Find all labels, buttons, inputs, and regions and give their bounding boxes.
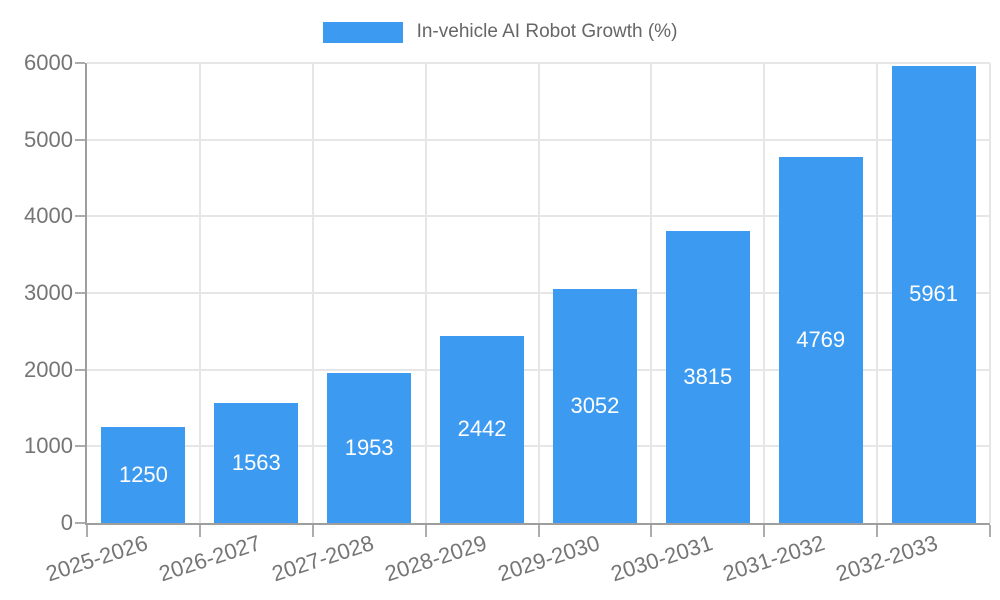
- bar-value-label: 1250: [118, 462, 168, 488]
- y-axis-tick: [75, 138, 85, 141]
- x-axis-tick: [86, 525, 88, 537]
- bar[interactable]: 3815: [665, 230, 750, 523]
- x-axis-tick-label: 2032-2033: [833, 530, 941, 587]
- x-axis-tick: [876, 525, 879, 537]
- y-axis-tick: [75, 292, 85, 294]
- y-axis-tick: [75, 62, 85, 64]
- x-axis-tick-label: 2025-2026: [43, 530, 151, 587]
- x-axis-tick-label: 2026-2027: [155, 530, 264, 587]
- x-axis-tick: [424, 525, 427, 537]
- x-axis-line: [85, 523, 990, 525]
- y-axis-tick-label: 5000: [24, 126, 73, 152]
- y-axis-tick-label: 3000: [24, 280, 73, 305]
- y-axis-tick-label: 6000: [24, 50, 73, 75]
- x-axis-tick: [763, 525, 766, 537]
- x-axis-tick: [650, 525, 653, 537]
- x-axis-tick: [311, 525, 314, 537]
- y-axis-tick-label: 4000: [24, 203, 73, 229]
- legend-label: In-vehicle AI Robot Growth (%): [416, 21, 678, 42]
- bar-value-label: 4769: [796, 327, 846, 353]
- y-axis-tick: [75, 368, 85, 371]
- bar[interactable]: 2442: [440, 335, 525, 523]
- gridline-vertical: [198, 63, 201, 523]
- gridline-vertical: [763, 63, 766, 523]
- bar-value-label: 5961: [909, 281, 959, 307]
- bar-value-label: 1563: [231, 450, 281, 476]
- bar-value-label: 3815: [683, 363, 733, 389]
- x-axis-tick: [537, 525, 540, 537]
- y-axis-line: [85, 63, 87, 525]
- bar[interactable]: 4769: [778, 157, 863, 523]
- gridline-vertical: [424, 63, 427, 523]
- x-axis-tick-label: 2027-2028: [268, 530, 377, 587]
- bar-value-label: 2442: [457, 416, 507, 442]
- y-axis-tick-label: 0: [60, 510, 73, 535]
- gridline-vertical: [537, 63, 540, 523]
- y-axis-tick: [75, 215, 85, 218]
- gridline-vertical: [876, 63, 879, 523]
- gridline-vertical: [311, 63, 314, 523]
- y-axis-tick: [75, 445, 85, 448]
- bar[interactable]: 1563: [214, 403, 299, 523]
- x-axis-tick: [989, 525, 991, 537]
- y-axis-tick: [75, 522, 85, 524]
- y-axis-tick-label: 1000: [24, 433, 73, 459]
- bar-value-label: 1953: [344, 435, 394, 461]
- bar[interactable]: 5961: [891, 65, 976, 523]
- bar-value-label: 3052: [570, 392, 620, 418]
- x-axis-tick: [198, 525, 201, 537]
- x-axis-tick-label: 2029-2030: [494, 530, 603, 587]
- bar[interactable]: 1250: [101, 427, 186, 523]
- gridline-vertical: [650, 63, 653, 523]
- x-axis-tick-label: 2031-2032: [720, 530, 829, 587]
- x-axis-tick-label: 2030-2031: [607, 530, 716, 587]
- legend-swatch: [322, 21, 403, 43]
- chart-legend[interactable]: In-vehicle AI Robot Growth (%): [0, 21, 1000, 43]
- bar[interactable]: 1953: [327, 373, 412, 523]
- y-axis-tick-label: 2000: [24, 356, 73, 382]
- gridline-vertical: [989, 63, 991, 523]
- bar[interactable]: 3052: [552, 289, 637, 523]
- x-axis-tick-label: 2028-2029: [381, 530, 490, 587]
